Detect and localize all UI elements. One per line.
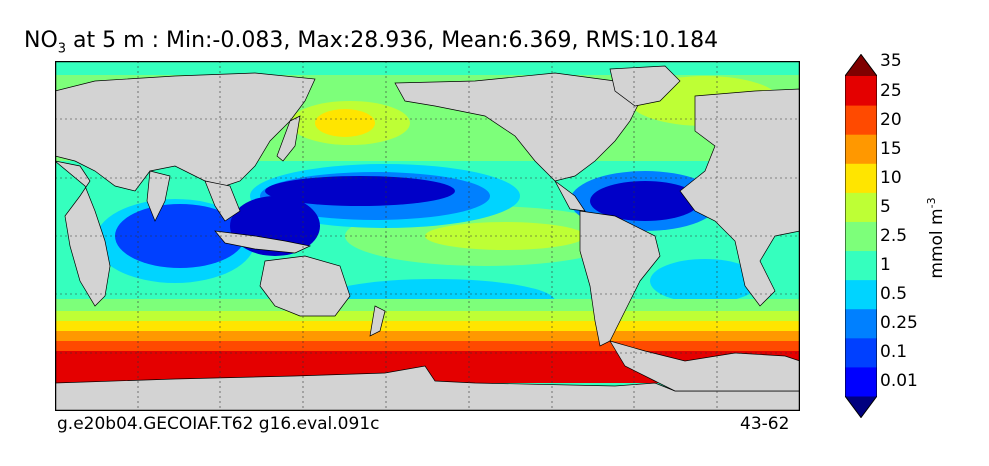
land [55, 65, 800, 411]
colorbar-tick-label: 0.1 [880, 342, 908, 363]
land-india [146, 170, 171, 222]
colorbar-unit-exponent: -3 [925, 197, 939, 209]
land-indonesia [214, 230, 312, 254]
land-greenland [609, 65, 681, 107]
colorbar-bin [845, 250, 877, 281]
colorbar-extend-min [845, 396, 877, 418]
land-arabia-africa [55, 160, 111, 307]
colorbar-extend-max [845, 54, 877, 76]
colorbar-tick-label: 0.5 [880, 284, 908, 305]
colorbar-label: mmol m-3 [925, 197, 947, 278]
colorbar-tick-label: 35 [880, 51, 902, 72]
colorbar [845, 54, 877, 418]
colorbar-bin [845, 337, 877, 368]
colorbar-bin [845, 192, 877, 222]
colorbar-tick-label: 0.25 [880, 313, 918, 334]
title-species: NO [24, 28, 58, 53]
colorbar-tick-label: 10 [880, 167, 902, 188]
arctic-aqua [55, 61, 800, 75]
land-north-america [394, 72, 646, 182]
run-identifier: g.e20b04.GECOIAF.T62 g16.eval.091c [57, 414, 380, 434]
land-se-asia [204, 180, 241, 222]
colorbar-bin [845, 308, 877, 339]
ocean-map [55, 61, 800, 411]
colorbar-bin [845, 163, 877, 193]
land-south-america [579, 210, 661, 347]
chart-title: NO3 at 5 m : Min:-0.083, Max:28.936, Mea… [24, 28, 834, 56]
colorbar-tick-label: 2.5 [880, 226, 908, 246]
map-frame [55, 61, 800, 411]
graticule [55, 61, 800, 411]
land-central-america [554, 180, 586, 212]
land-eurasia [55, 72, 316, 192]
north-pacific-gyre-deep [265, 176, 455, 206]
land-new-zealand [369, 305, 386, 337]
land-europe-africa [679, 88, 800, 307]
colorbar-bin [845, 366, 877, 397]
colorbar-bin [845, 105, 877, 135]
colorbar-tick-label: 20 [880, 109, 902, 130]
colorbar-unit: mmol m [926, 208, 947, 279]
colorbar-bin [845, 279, 877, 310]
title-subscript: 3 [57, 41, 67, 57]
colorbar-bin [845, 134, 877, 164]
title-stats: at 5 m : Min:-0.083, Max:28.936, Mean:6.… [66, 28, 719, 53]
colorbar-tick-label: 15 [880, 138, 902, 159]
land-japan [276, 115, 301, 162]
colorbar-tick-label: 25 [880, 80, 902, 101]
okhotsk-yellow [315, 109, 375, 137]
colorbar-bin [845, 221, 877, 252]
colorbar-outline [845, 54, 877, 418]
colorbar-bin [845, 76, 877, 106]
colorbar-tick-label: 1 [880, 255, 891, 276]
colorbar-tick-label: 0.01 [880, 371, 918, 392]
colorbar-tick-label: 5 [880, 196, 891, 217]
year-range: 43-62 [740, 414, 790, 434]
land-antarctica-west [55, 365, 800, 411]
south-atlantic-blue [650, 259, 760, 303]
north-atlantic-gyre-deep [590, 181, 700, 221]
south-band-green [55, 299, 800, 313]
land-australia [259, 255, 351, 317]
land-antarctica-east [609, 340, 800, 392]
